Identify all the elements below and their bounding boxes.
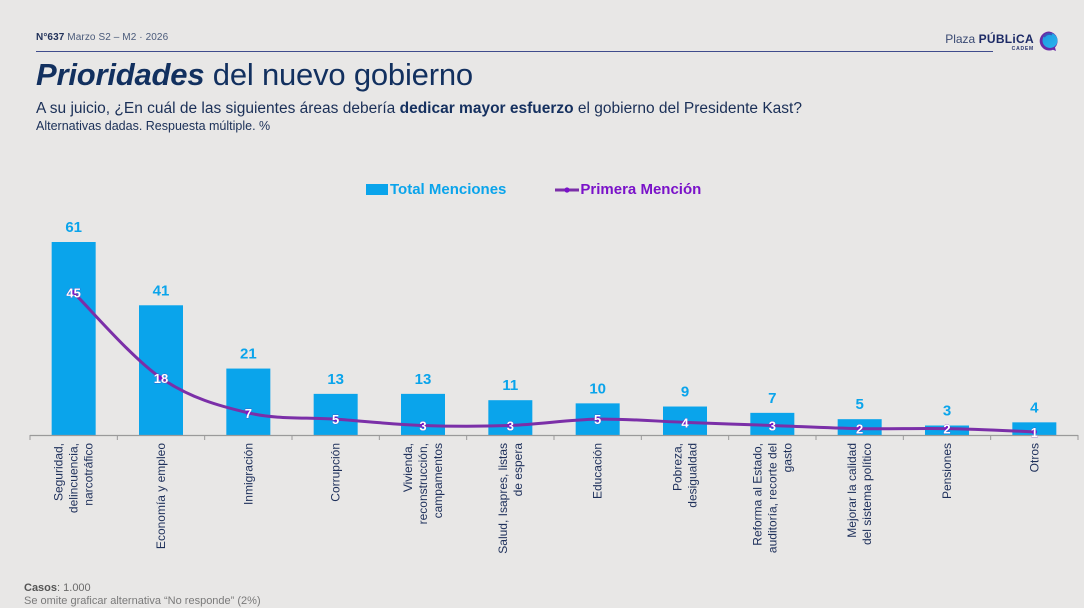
- header-divider: [36, 51, 993, 52]
- page-title: Prioridades del nuevo gobierno: [36, 57, 473, 93]
- line-value-label: 3: [419, 419, 426, 434]
- bar: [226, 368, 271, 435]
- line-point: [769, 423, 775, 429]
- category-label: campamentos: [431, 443, 445, 518]
- cases-label: Casos: [24, 582, 58, 594]
- line-point: [71, 290, 77, 296]
- category-label: Corrupción: [329, 443, 343, 502]
- legend-item-total: Total Menciones: [366, 181, 506, 198]
- category-label: auditoría, recorte del: [765, 443, 779, 553]
- category-label: Inmigración: [241, 443, 255, 505]
- line-value-label: 3: [507, 419, 514, 434]
- category-label: Salud, Isapres, listas: [496, 443, 510, 554]
- bar-value-label: 3: [943, 403, 951, 420]
- line-value-label: 1: [1031, 425, 1038, 440]
- legend-line-swatch: [555, 186, 580, 193]
- title-emphasis: Prioridades: [36, 57, 205, 92]
- bar-value-label: 13: [327, 371, 344, 388]
- line-point: [420, 423, 426, 429]
- category-label: Vivienda,: [401, 443, 415, 492]
- category-label: reconstrucción,: [416, 443, 430, 524]
- line-value-label: 2: [856, 422, 863, 437]
- category-label: Mejorar la calidad: [845, 443, 859, 538]
- line-point: [682, 419, 688, 425]
- bar-value-label: 11: [502, 377, 518, 394]
- line-value-label: 18: [154, 371, 168, 386]
- line-value-label: 5: [332, 412, 339, 427]
- bar: [488, 400, 533, 435]
- logo-prefix: Plaza: [945, 32, 979, 46]
- bar-value-label: 10: [589, 380, 606, 397]
- category-label: gasto: [780, 443, 794, 473]
- line-point: [158, 375, 164, 381]
- line-value-label: 45: [66, 286, 80, 301]
- bar-value-label: 41: [153, 282, 170, 299]
- bar: [139, 305, 183, 435]
- category-label: desigualdad: [686, 443, 700, 508]
- bar: [401, 393, 445, 435]
- issue-number: N°637: [36, 32, 65, 43]
- line-point: [245, 410, 251, 416]
- issue-info: N°637 Marzo S2 – M2 · 2026: [36, 32, 168, 43]
- bar: [51, 242, 96, 435]
- line-point: [507, 423, 513, 429]
- category-label: Pensiones: [940, 443, 954, 499]
- question-subtitle: Alternativas dadas. Respuesta múltiple. …: [36, 119, 271, 133]
- category-label: Reforma al Estado,: [750, 443, 764, 546]
- line-value-label: 2: [943, 422, 950, 437]
- line-point: [857, 426, 863, 432]
- title-rest: del nuevo gobierno: [204, 57, 473, 92]
- bar-value-label: 4: [1030, 399, 1039, 416]
- line-point: [595, 416, 601, 422]
- bar-value-label: 5: [855, 396, 863, 413]
- category-label: Economía y empleo: [154, 443, 168, 549]
- category-label: Educación: [591, 443, 605, 499]
- footer: Casos: 1.000 Se omite graficar alternati…: [24, 582, 261, 608]
- category-label: Otros: [1027, 443, 1041, 472]
- question-text-pre: A su juicio, ¿En cuál de las siguientes …: [36, 100, 400, 117]
- category-label: delincuencia,: [67, 443, 81, 513]
- bar-value-label: 21: [240, 346, 257, 363]
- category-label: de espera: [511, 443, 525, 497]
- bar-value-label: 9: [681, 384, 689, 401]
- line-value-label: 3: [769, 419, 776, 434]
- chart-legend: Total Menciones Primera Mención: [366, 181, 749, 198]
- line-value-label: 7: [245, 406, 252, 421]
- question-text-bold: dedicar mayor esfuerzo: [399, 100, 574, 117]
- bar: [313, 393, 358, 435]
- issue-period: Marzo S2 – M2 · 2026: [67, 32, 169, 43]
- line-point: [333, 416, 339, 422]
- primera-mencion-line: [72, 291, 1036, 434]
- legend-bar-swatch: [366, 184, 388, 195]
- category-label: Seguridad,: [52, 443, 66, 501]
- logo-name: PÚBLiCA: [978, 32, 1034, 46]
- line-value-label: 4: [681, 415, 689, 430]
- cases-value: : 1.000: [57, 582, 91, 594]
- category-label: del sistema político: [860, 443, 874, 545]
- legend-item-primera: Primera Mención: [554, 181, 701, 198]
- logo-sub: CADEM: [1011, 46, 1034, 52]
- line-point: [1031, 429, 1037, 435]
- category-label: Pobreza,: [671, 443, 685, 491]
- category-label: narcotráfico: [82, 443, 96, 506]
- question-text-post: el gobierno del Presidente Kast?: [573, 100, 802, 117]
- bar-value-label: 13: [415, 371, 432, 388]
- legend-label-total: Total Menciones: [390, 181, 507, 198]
- legend-label-primera: Primera Mención: [580, 181, 702, 198]
- line-value-label: 5: [594, 412, 601, 427]
- bar-value-label: 7: [768, 390, 776, 407]
- bar-value-label: 61: [65, 219, 82, 236]
- brand-logo: Plaza PÚBLiCA CADEM: [945, 30, 1060, 54]
- line-point: [944, 426, 950, 432]
- survey-question: A su juicio, ¿En cuál de las siguientes …: [36, 100, 802, 118]
- speech-bubble-icon: [1039, 31, 1058, 51]
